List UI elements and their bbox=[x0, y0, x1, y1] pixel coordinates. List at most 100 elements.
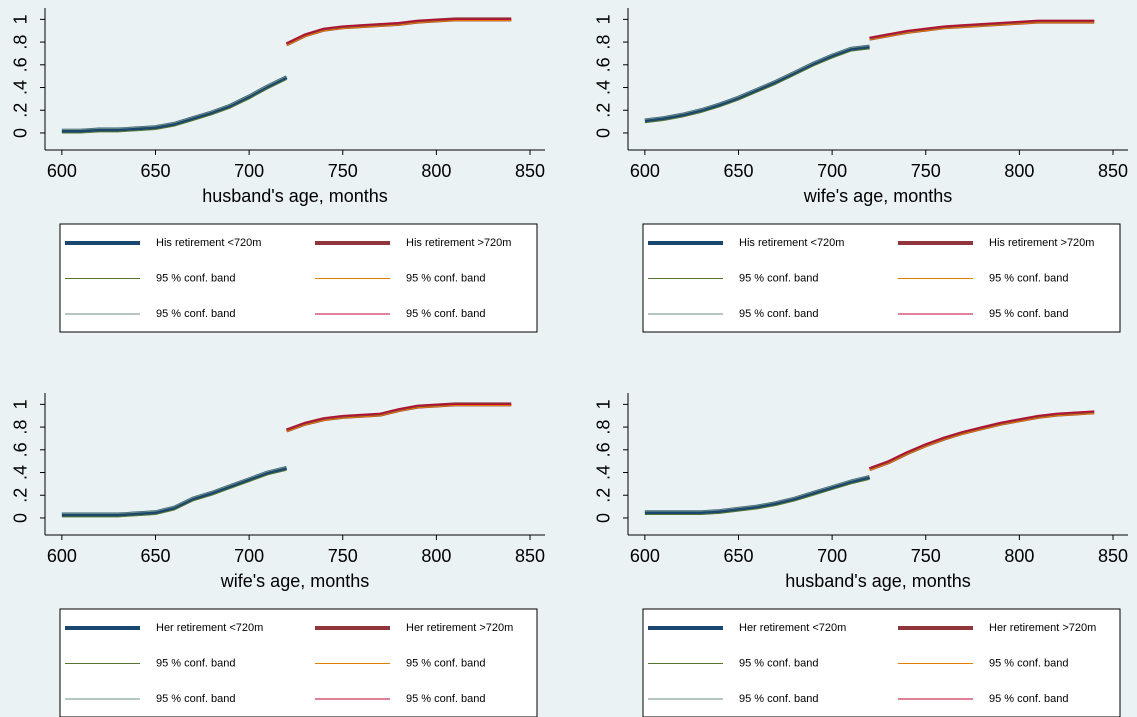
y-tick-label: .2 bbox=[594, 488, 614, 503]
subplot: 0 .2 .4 .6 .8 1 600 650 700 750 800 850 husband's ag… bbox=[594, 393, 1128, 717]
x-tick-label: 750 bbox=[911, 161, 941, 181]
x-axis-title: wife's age, months bbox=[220, 571, 370, 591]
subplot: 0 .2 .4 .6 .8 1 600 650 700 750 800 850 wife's age, … bbox=[11, 393, 545, 717]
y-tick-label: 0 bbox=[594, 513, 614, 523]
x-tick-label: 700 bbox=[234, 161, 264, 181]
plot-region bbox=[45, 393, 545, 535]
y-tick-label: .8 bbox=[594, 35, 614, 50]
legend-label: 95 % conf. band bbox=[739, 693, 819, 705]
legend-label: 95 % conf. band bbox=[156, 693, 236, 705]
x-tick-label: 700 bbox=[817, 546, 847, 566]
y-tick-label: 1 bbox=[594, 14, 614, 24]
x-tick-label: 700 bbox=[817, 161, 847, 181]
x-axis-title: husband's age, months bbox=[202, 186, 388, 206]
x-tick-label: 650 bbox=[723, 161, 753, 181]
x-axis-title: wife's age, months bbox=[803, 186, 953, 206]
y-tick-label: .2 bbox=[11, 488, 31, 503]
series-line bbox=[869, 19, 1095, 41]
y-tick-label: 0 bbox=[11, 513, 31, 523]
x-tick-label: 750 bbox=[328, 546, 358, 566]
y-tick-label: .8 bbox=[11, 35, 31, 50]
legend-label: 95 % conf. band bbox=[989, 693, 1069, 705]
series-line bbox=[644, 475, 870, 512]
y-tick-label: 0 bbox=[11, 128, 31, 138]
y-tick-label: .2 bbox=[11, 103, 31, 118]
legend-label: 95 % conf. band bbox=[406, 657, 486, 669]
y-tick-label: .4 bbox=[11, 80, 31, 95]
series-line bbox=[61, 79, 287, 134]
plot-region bbox=[45, 8, 545, 150]
series-line bbox=[869, 410, 1095, 469]
legend-label: 95 % conf. band bbox=[739, 657, 819, 669]
series-line bbox=[61, 469, 287, 518]
y-tick-label: .6 bbox=[11, 442, 31, 457]
series-line bbox=[61, 75, 288, 133]
y-tick-label: .4 bbox=[594, 80, 614, 95]
series-line bbox=[286, 18, 512, 44]
series-line bbox=[61, 75, 287, 131]
x-tick-label: 850 bbox=[515, 546, 545, 566]
x-tick-label: 800 bbox=[421, 161, 451, 181]
legend-label: 95 % conf. band bbox=[989, 657, 1069, 669]
x-tick-label: 600 bbox=[47, 546, 77, 566]
legend-label: Her retirement <720m bbox=[156, 622, 263, 634]
y-tick-label: 1 bbox=[11, 399, 31, 409]
series-line bbox=[868, 410, 1095, 471]
series-line bbox=[644, 478, 870, 516]
y-tick-label: .6 bbox=[594, 57, 614, 72]
series-line bbox=[869, 412, 1095, 471]
y-tick-label: .2 bbox=[594, 103, 614, 118]
x-tick-label: 750 bbox=[911, 546, 941, 566]
x-tick-label: 600 bbox=[47, 161, 77, 181]
y-tick-label: 1 bbox=[11, 14, 31, 24]
x-tick-label: 800 bbox=[1004, 161, 1034, 181]
legend-label: Her retirement >720m bbox=[989, 622, 1096, 634]
series-line bbox=[644, 44, 870, 120]
legend-label: His retirement >720m bbox=[989, 237, 1094, 249]
y-tick-label: .4 bbox=[11, 465, 31, 480]
series-line bbox=[644, 475, 871, 515]
legend-label: 95 % conf. band bbox=[156, 657, 236, 669]
x-tick-label: 800 bbox=[1004, 546, 1034, 566]
subplot: 0 .2 .4 .6 .8 1 600 650 700 750 800 850 wife's age, … bbox=[594, 8, 1128, 333]
legend-label: Her retirement >720m bbox=[406, 622, 513, 634]
legend-label: His retirement <720m bbox=[739, 237, 844, 249]
legend-label: 95 % conf. band bbox=[156, 272, 236, 284]
legend-label: 95 % conf. band bbox=[989, 308, 1069, 320]
y-tick-label: .8 bbox=[594, 420, 614, 435]
legend-label: 95 % conf. band bbox=[989, 272, 1069, 284]
legend-label: His retirement <720m bbox=[156, 237, 261, 249]
series-line bbox=[286, 20, 512, 46]
legend-label: 95 % conf. band bbox=[406, 308, 486, 320]
x-tick-label: 850 bbox=[1098, 161, 1128, 181]
legend-label: 95 % conf. band bbox=[406, 693, 486, 705]
series-line bbox=[61, 466, 287, 514]
x-tick-label: 850 bbox=[1098, 546, 1128, 566]
plot-region bbox=[628, 8, 1128, 150]
legend-label: 95 % conf. band bbox=[156, 308, 236, 320]
legend-label: 95 % conf. band bbox=[406, 272, 486, 284]
series-line bbox=[286, 405, 512, 433]
series-line bbox=[61, 466, 288, 517]
legend-label: Her retirement <720m bbox=[739, 622, 846, 634]
x-tick-label: 800 bbox=[421, 546, 451, 566]
legend-label: 95 % conf. band bbox=[739, 308, 819, 320]
y-tick-label: .8 bbox=[11, 420, 31, 435]
x-tick-label: 650 bbox=[140, 161, 170, 181]
x-axis-title: husband's age, months bbox=[785, 571, 971, 591]
x-tick-label: 750 bbox=[328, 161, 358, 181]
x-tick-label: 700 bbox=[234, 546, 264, 566]
series-line bbox=[644, 48, 870, 124]
x-tick-label: 600 bbox=[630, 546, 660, 566]
y-tick-label: 1 bbox=[594, 399, 614, 409]
subplot: 0 .2 .4 .6 .8 1 600 650 700 750 800 850 husband's ag… bbox=[11, 8, 545, 333]
y-tick-label: .6 bbox=[594, 442, 614, 457]
x-tick-label: 850 bbox=[515, 161, 545, 181]
x-tick-label: 650 bbox=[140, 546, 170, 566]
y-tick-label: .6 bbox=[11, 57, 31, 72]
series-line bbox=[644, 44, 870, 123]
x-tick-label: 600 bbox=[630, 161, 660, 181]
series-line bbox=[869, 20, 1095, 39]
series-line bbox=[869, 22, 1095, 41]
